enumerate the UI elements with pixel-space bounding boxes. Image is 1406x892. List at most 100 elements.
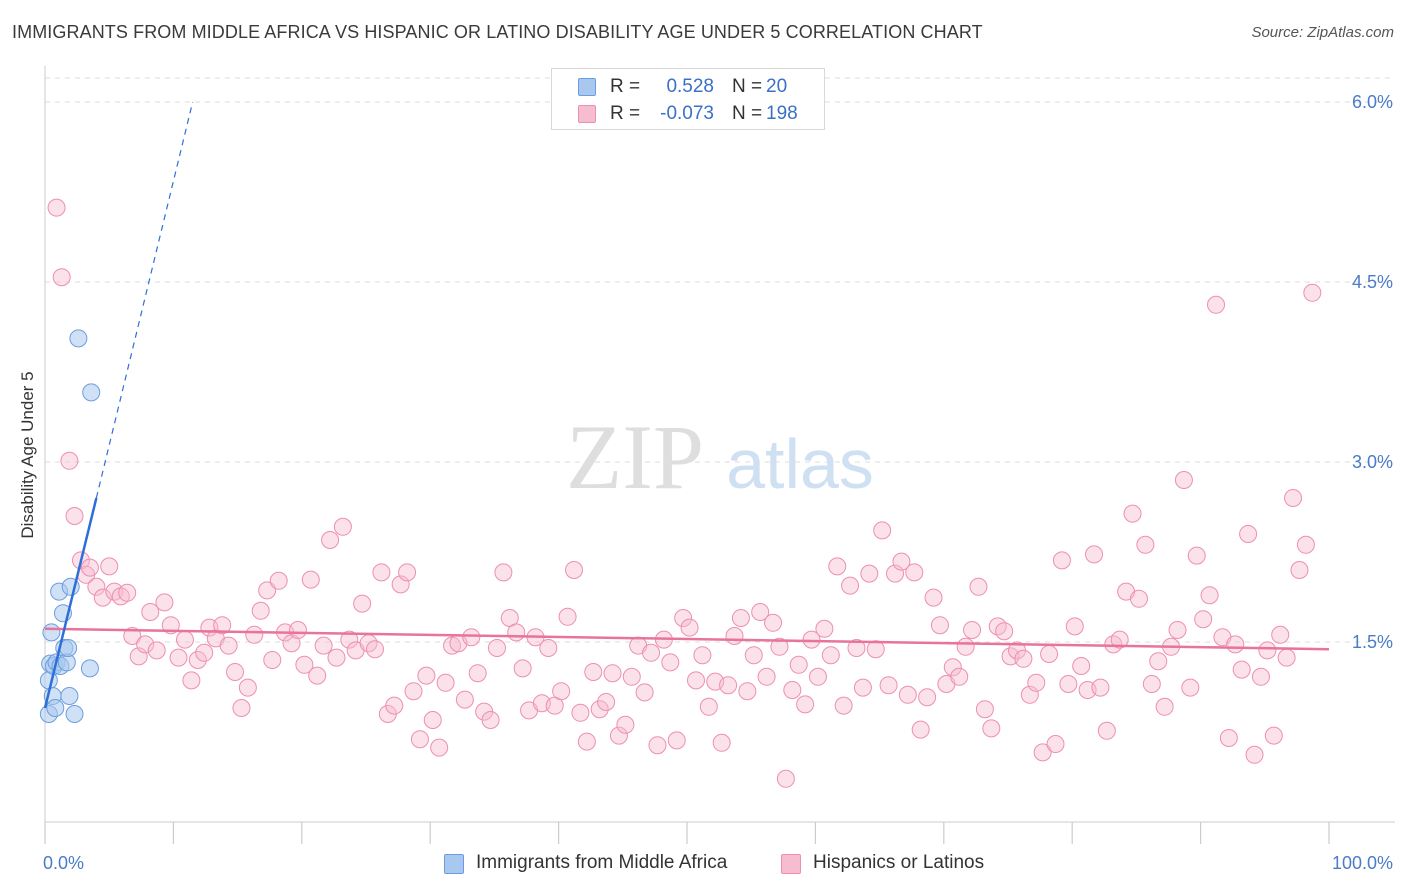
series2-label: Hispanics or Latinos	[813, 852, 985, 873]
legend-r-label: R =	[610, 103, 641, 124]
hispanics-point	[847, 639, 866, 657]
hispanics-point	[622, 667, 641, 686]
y-tick-label: 4.5%	[1352, 272, 1393, 292]
hispanics-point	[1110, 630, 1129, 649]
watermark-atlas: atlas	[726, 425, 874, 503]
hispanics-point	[136, 635, 155, 654]
hispanics-point	[821, 646, 840, 665]
hispanics-point	[430, 738, 449, 757]
hispanics-point	[141, 603, 160, 621]
hispanics-point	[911, 720, 930, 739]
pink-swatch-icon	[578, 105, 596, 123]
legend-r-value: 0.528	[666, 76, 714, 97]
hispanics-point	[219, 636, 238, 655]
middle-africa-trend-line	[43, 497, 98, 709]
hispanics-point	[776, 769, 795, 788]
hispanics-point	[764, 613, 783, 632]
hispanics-point	[1181, 678, 1200, 697]
middle-africa-point	[80, 659, 99, 678]
hispanics-point	[1264, 726, 1283, 745]
hispanics-point	[455, 690, 474, 709]
legend-row-hispanics: R = -0.073 N = 198	[552, 101, 824, 128]
hispanics-point	[169, 648, 188, 667]
hispanics-point	[258, 581, 277, 600]
hispanics-point	[699, 697, 718, 716]
source-label: Source: ZipAtlas.com	[1251, 24, 1394, 41]
hispanics-point	[1085, 545, 1104, 564]
hispanics-point	[1251, 667, 1270, 686]
hispanics-point	[693, 646, 712, 665]
chart-title: IMMIGRANTS FROM MIDDLE AFRICA VS HISPANI…	[12, 22, 983, 42]
hispanics-point	[494, 563, 513, 582]
hispanics-point	[513, 659, 532, 678]
blue-swatch-icon	[578, 78, 596, 96]
hispanics-point	[757, 667, 776, 686]
watermark-zip: ZIP	[566, 406, 704, 508]
middle-africa-point	[65, 705, 84, 723]
hispanics-point	[642, 643, 661, 662]
hispanics-point	[1129, 589, 1148, 608]
hispanics-point	[1168, 621, 1187, 639]
hispanics-point	[226, 663, 245, 681]
hispanics-point	[751, 603, 770, 621]
hispanics-point	[982, 719, 1001, 738]
hispanics-point	[1046, 735, 1065, 753]
bottom-legend-series1: Immigrants from Middle Africa	[444, 852, 727, 874]
hispanics-point	[213, 616, 232, 635]
hispanics-point	[597, 693, 616, 711]
hispanics-point	[1284, 489, 1303, 507]
hispanics-point	[1290, 561, 1309, 579]
hispanics-point	[744, 646, 763, 665]
hispanics-point	[462, 628, 481, 647]
hispanics-point	[232, 699, 251, 717]
hispanics-point	[1200, 586, 1219, 605]
watermark: ZIP atlas	[566, 406, 874, 508]
hispanics-point	[963, 621, 982, 639]
hispanics-point	[161, 616, 180, 635]
middle-africa-point	[42, 623, 61, 642]
hispanics-point	[52, 268, 71, 287]
hispanics-point	[1091, 678, 1110, 697]
hispanics-point	[828, 557, 847, 576]
hispanics-point	[80, 558, 99, 577]
tick-labels: 1.5% 3.0% 4.5% 6.0% 0.0% 100.0%	[43, 92, 1393, 873]
hispanics-point	[584, 663, 603, 681]
hispanics-point	[815, 619, 834, 638]
hispanics-point	[1271, 625, 1290, 644]
hispanics-point	[1232, 660, 1251, 679]
hispanics-point	[712, 733, 731, 752]
hispanics-point	[892, 552, 911, 571]
hispanics-point	[808, 667, 827, 686]
hispanics-point	[263, 651, 282, 669]
middle-africa-trend-extension	[95, 101, 194, 499]
hispanics-point	[93, 588, 112, 607]
hispanics-point	[1187, 546, 1206, 565]
hispanics-point	[1033, 743, 1052, 762]
legend-n-label: N =	[732, 76, 763, 97]
hispanics-point	[648, 736, 667, 755]
hispanics-point	[950, 667, 969, 686]
hispanics-point	[385, 696, 404, 715]
hispanics-point	[87, 577, 106, 596]
hispanics-trend-line	[44, 627, 1330, 651]
hispanics-point	[195, 643, 214, 662]
hispanics-point	[1065, 617, 1084, 636]
hispanics-point	[423, 711, 442, 729]
hispanics-point	[898, 685, 917, 704]
hispanics-point	[314, 636, 333, 655]
hispanics-point	[507, 623, 526, 642]
hispanics-points	[47, 198, 1322, 788]
hispanics-point	[1097, 721, 1116, 740]
hispanics-point	[1277, 648, 1296, 667]
hispanics-point	[1149, 652, 1168, 671]
hispanics-point	[680, 618, 699, 637]
hispanics-point	[288, 621, 307, 639]
hispanics-point	[321, 531, 340, 549]
hispanics-point	[866, 640, 885, 659]
hispanics-point	[1239, 525, 1258, 543]
hispanics-point	[282, 634, 301, 653]
hispanics-point	[417, 666, 436, 685]
hispanics-point	[860, 564, 879, 583]
hispanics-point	[372, 563, 391, 582]
hispanics-point	[1226, 635, 1245, 654]
